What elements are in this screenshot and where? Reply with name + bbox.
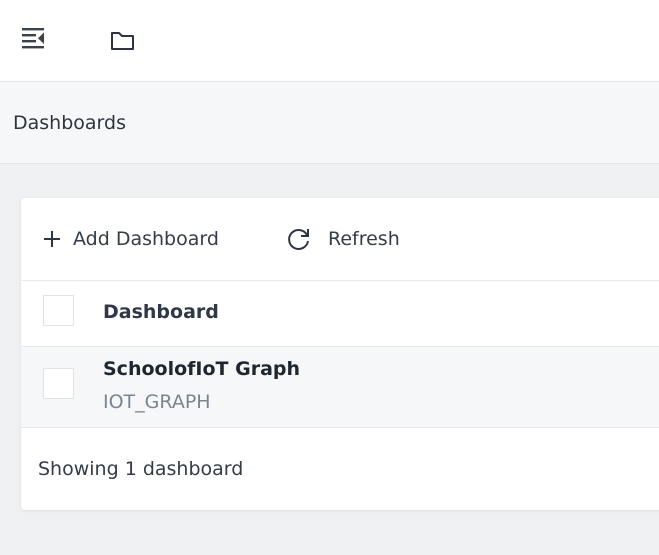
row-checkbox[interactable] (43, 368, 74, 399)
menu-collapse-icon[interactable] (22, 28, 46, 56)
plus-icon (44, 231, 60, 247)
dashboards-card: Add Dashboard Refresh Dashboard Schoolof… (21, 198, 659, 510)
column-header-dashboard[interactable]: Dashboard (103, 301, 219, 323)
dashboard-id: IOT_GRAPH (103, 391, 211, 413)
refresh-label: Refresh (328, 228, 400, 250)
page-title: Dashboards (13, 112, 126, 134)
refresh-icon (288, 228, 309, 250)
table-row[interactable]: SchoolofIoT Graph IOT_GRAPH (21, 347, 659, 428)
refresh-button[interactable]: Refresh (286, 224, 400, 254)
dashboard-name[interactable]: SchoolofIoT Graph (103, 358, 301, 380)
breadcrumb: Dashboards (0, 82, 659, 164)
top-bar (0, 0, 659, 82)
table-header: Dashboard (21, 281, 659, 347)
folder-icon[interactable] (110, 30, 136, 56)
add-dashboard-label: Add Dashboard (73, 228, 219, 250)
add-dashboard-button[interactable]: Add Dashboard (43, 224, 219, 254)
table-footer-status: Showing 1 dashboard (38, 458, 244, 480)
select-all-checkbox[interactable] (43, 295, 74, 326)
toolbar: Add Dashboard Refresh (21, 198, 659, 281)
